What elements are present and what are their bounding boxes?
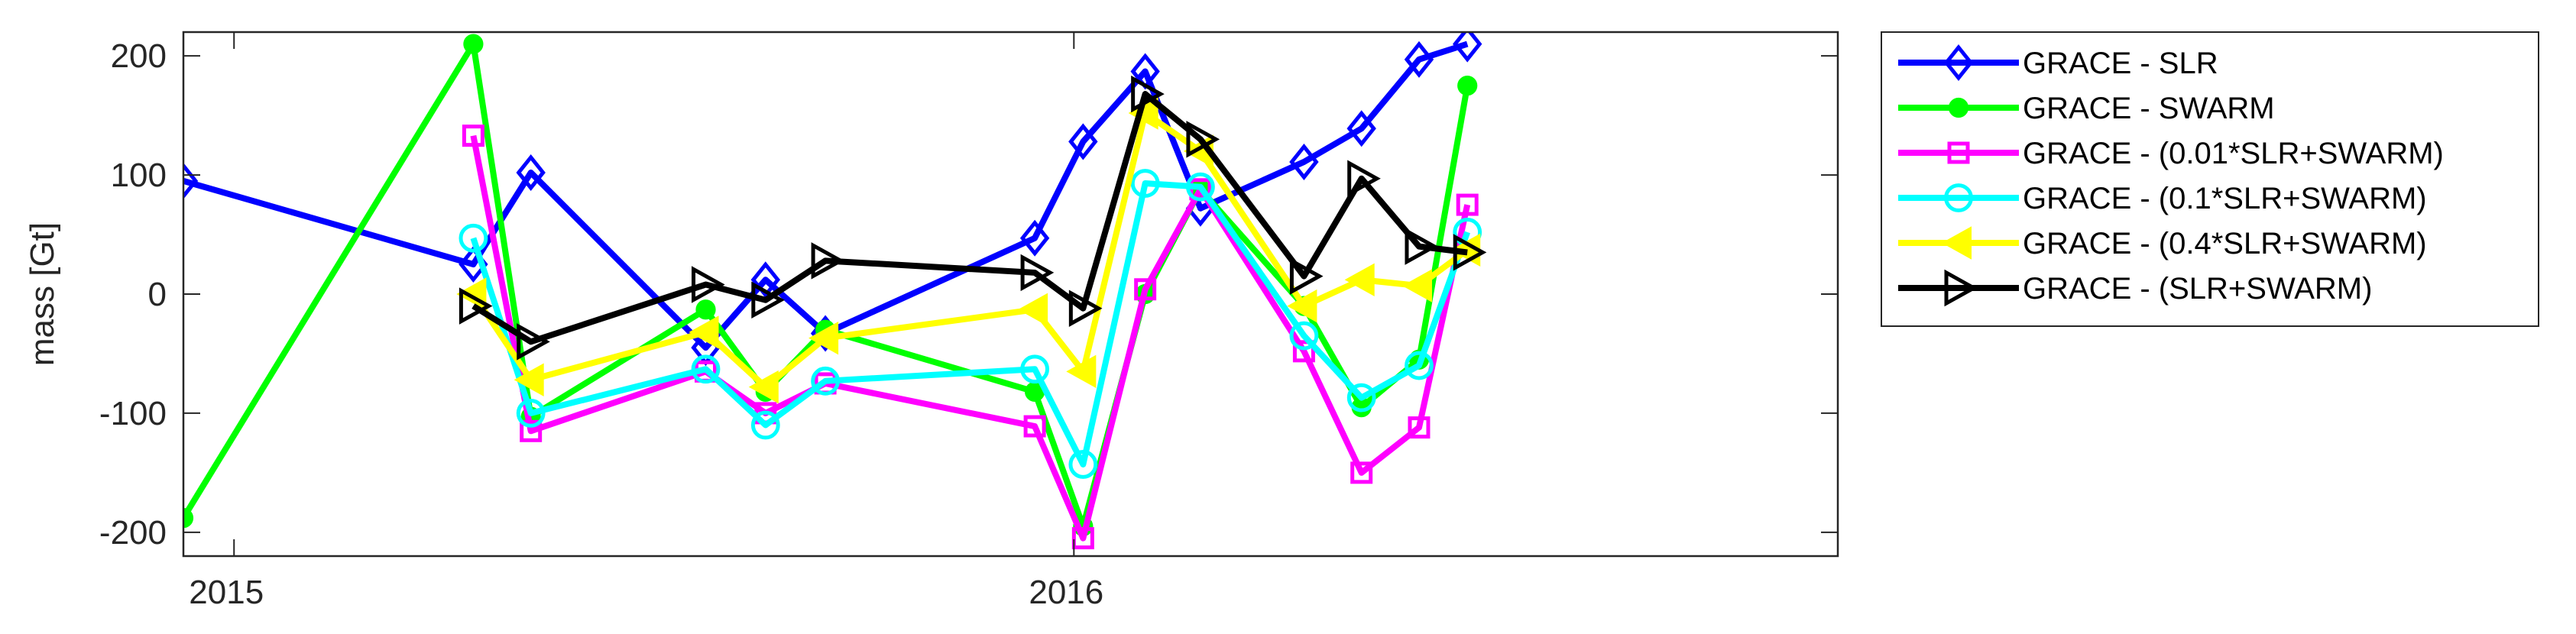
data-point-6-11 [1347, 160, 1381, 198]
data-point-1-3 [516, 154, 546, 191]
data-point-4-1 [458, 223, 488, 253]
legend-entry: GRACE - (0.01*SLR+SWARM) [1898, 137, 2444, 170]
data-point-6-2 [517, 323, 550, 361]
data-point-6-3 [692, 266, 725, 303]
series-line-2 [183, 40, 1471, 530]
data-point-1-1 [183, 162, 199, 199]
data-point-3-1 [462, 125, 484, 147]
series-2 [183, 34, 1478, 537]
y-axis-label: mass [Gt] [24, 222, 61, 366]
y-tick-label: 0 [148, 276, 167, 313]
data-point-6-6 [1020, 254, 1055, 292]
axes: -200 -100 0 100 200 2015 2016 [99, 32, 1838, 611]
data-point-6-13 [1453, 234, 1487, 271]
data-point-3-2 [520, 419, 543, 442]
y-tick-label: -100 [99, 395, 167, 432]
legend-box [1881, 31, 2539, 327]
data-point-6-5 [811, 242, 845, 280]
data-point-3-6 [1023, 415, 1046, 438]
legend-label: GRACE - SWARM [2023, 92, 2275, 125]
data-point-1-7 [1019, 219, 1050, 257]
data-point-4-8 [1130, 169, 1160, 198]
data-point-1-14 [1453, 32, 1482, 63]
data-point-3-13 [1456, 193, 1479, 216]
legend-label: GRACE - (0.1*SLR+SWARM) [2023, 182, 2427, 215]
data-point-4-4 [750, 410, 780, 440]
legend: GRACE - SLR GRACE - SWARM GRACE - (0.01*SL… [1881, 31, 2539, 327]
legend-marker [1948, 97, 1969, 118]
data-point-5-11 [1344, 263, 1375, 296]
plot-area [183, 32, 1487, 550]
data-point-3-11 [1350, 461, 1373, 484]
data-point-5-6 [1018, 293, 1048, 326]
data-point-5-5 [808, 321, 839, 355]
data-point-2-2 [463, 34, 484, 54]
y-tick-label: 200 [111, 37, 167, 75]
data-point-4-10 [1289, 321, 1319, 351]
data-point-4-6 [1020, 354, 1050, 384]
series-5 [456, 96, 1481, 404]
legend-entry: GRACE - (0.1*SLR+SWARM) [1898, 182, 2427, 215]
data-point-5-12 [1401, 269, 1432, 302]
data-point-5-3 [689, 315, 719, 349]
legend-entry: GRACE - (0.4*SLR+SWARM) [1898, 226, 2427, 260]
data-point-3-8 [1134, 278, 1157, 301]
data-point-4-9 [1186, 172, 1215, 202]
legend-entry: GRACE - SLR [1898, 44, 2218, 82]
legend-label: GRACE - (SLR+SWARM) [2023, 272, 2372, 306]
data-point-1-12 [1346, 110, 1376, 147]
legend-marker [1944, 269, 1978, 307]
data-point-1-13 [1404, 40, 1434, 78]
series-6 [458, 75, 1487, 361]
data-point-4-12 [1405, 351, 1434, 380]
legend-marker [1941, 226, 1972, 260]
data-point-4-5 [811, 366, 841, 396]
data-point-3-10 [1292, 340, 1315, 363]
data-point-6-7 [1068, 290, 1103, 327]
data-point-6-12 [1405, 228, 1439, 265]
data-point-1-5 [750, 261, 781, 299]
data-point-2-14 [1457, 76, 1478, 96]
data-point-1-11 [1289, 143, 1319, 180]
y-tick-label: 100 [111, 157, 167, 194]
data-point-3-7 [1071, 527, 1094, 550]
legend-entry: GRACE - SWARM [1898, 92, 2275, 125]
legend-marker [1943, 44, 1974, 82]
data-point-6-4 [751, 281, 785, 319]
legend-marker [1947, 141, 1970, 164]
data-point-6-8 [1131, 75, 1165, 113]
x-tick-label: 2015 [189, 574, 264, 611]
series-line-6 [471, 91, 1468, 345]
data-point-1-8 [1068, 123, 1098, 160]
data-point-4-7 [1068, 450, 1098, 479]
legend-marker [1944, 183, 1973, 212]
series-4 [458, 169, 1482, 479]
data-point-6-10 [1289, 257, 1324, 295]
data-point-5-7 [1066, 354, 1097, 389]
series-line-4 [470, 180, 1470, 467]
legend-label: GRACE - SLR [2023, 47, 2218, 80]
y-tick-label: -200 [99, 514, 167, 552]
data-point-3-12 [1408, 416, 1431, 439]
legend-label: GRACE - (0.4*SLR+SWARM) [2023, 227, 2427, 260]
data-point-2-1 [183, 508, 194, 529]
data-point-6-9 [1186, 121, 1220, 158]
data-point-4-2 [516, 399, 546, 428]
data-point-6-1 [458, 287, 493, 325]
data-point-5-10 [1287, 289, 1317, 323]
series-1 [183, 32, 1482, 367]
data-point-5-2 [514, 363, 544, 396]
x-tick-label: 2016 [1029, 574, 1103, 611]
data-point-2-4 [695, 299, 716, 320]
data-point-4-3 [691, 354, 721, 384]
legend-entry: GRACE - (SLR+SWARM) [1898, 269, 2372, 307]
data-point-5-4 [748, 370, 779, 404]
legend-label: GRACE - (0.01*SLR+SWARM) [2023, 137, 2444, 170]
data-point-4-11 [1346, 383, 1376, 412]
